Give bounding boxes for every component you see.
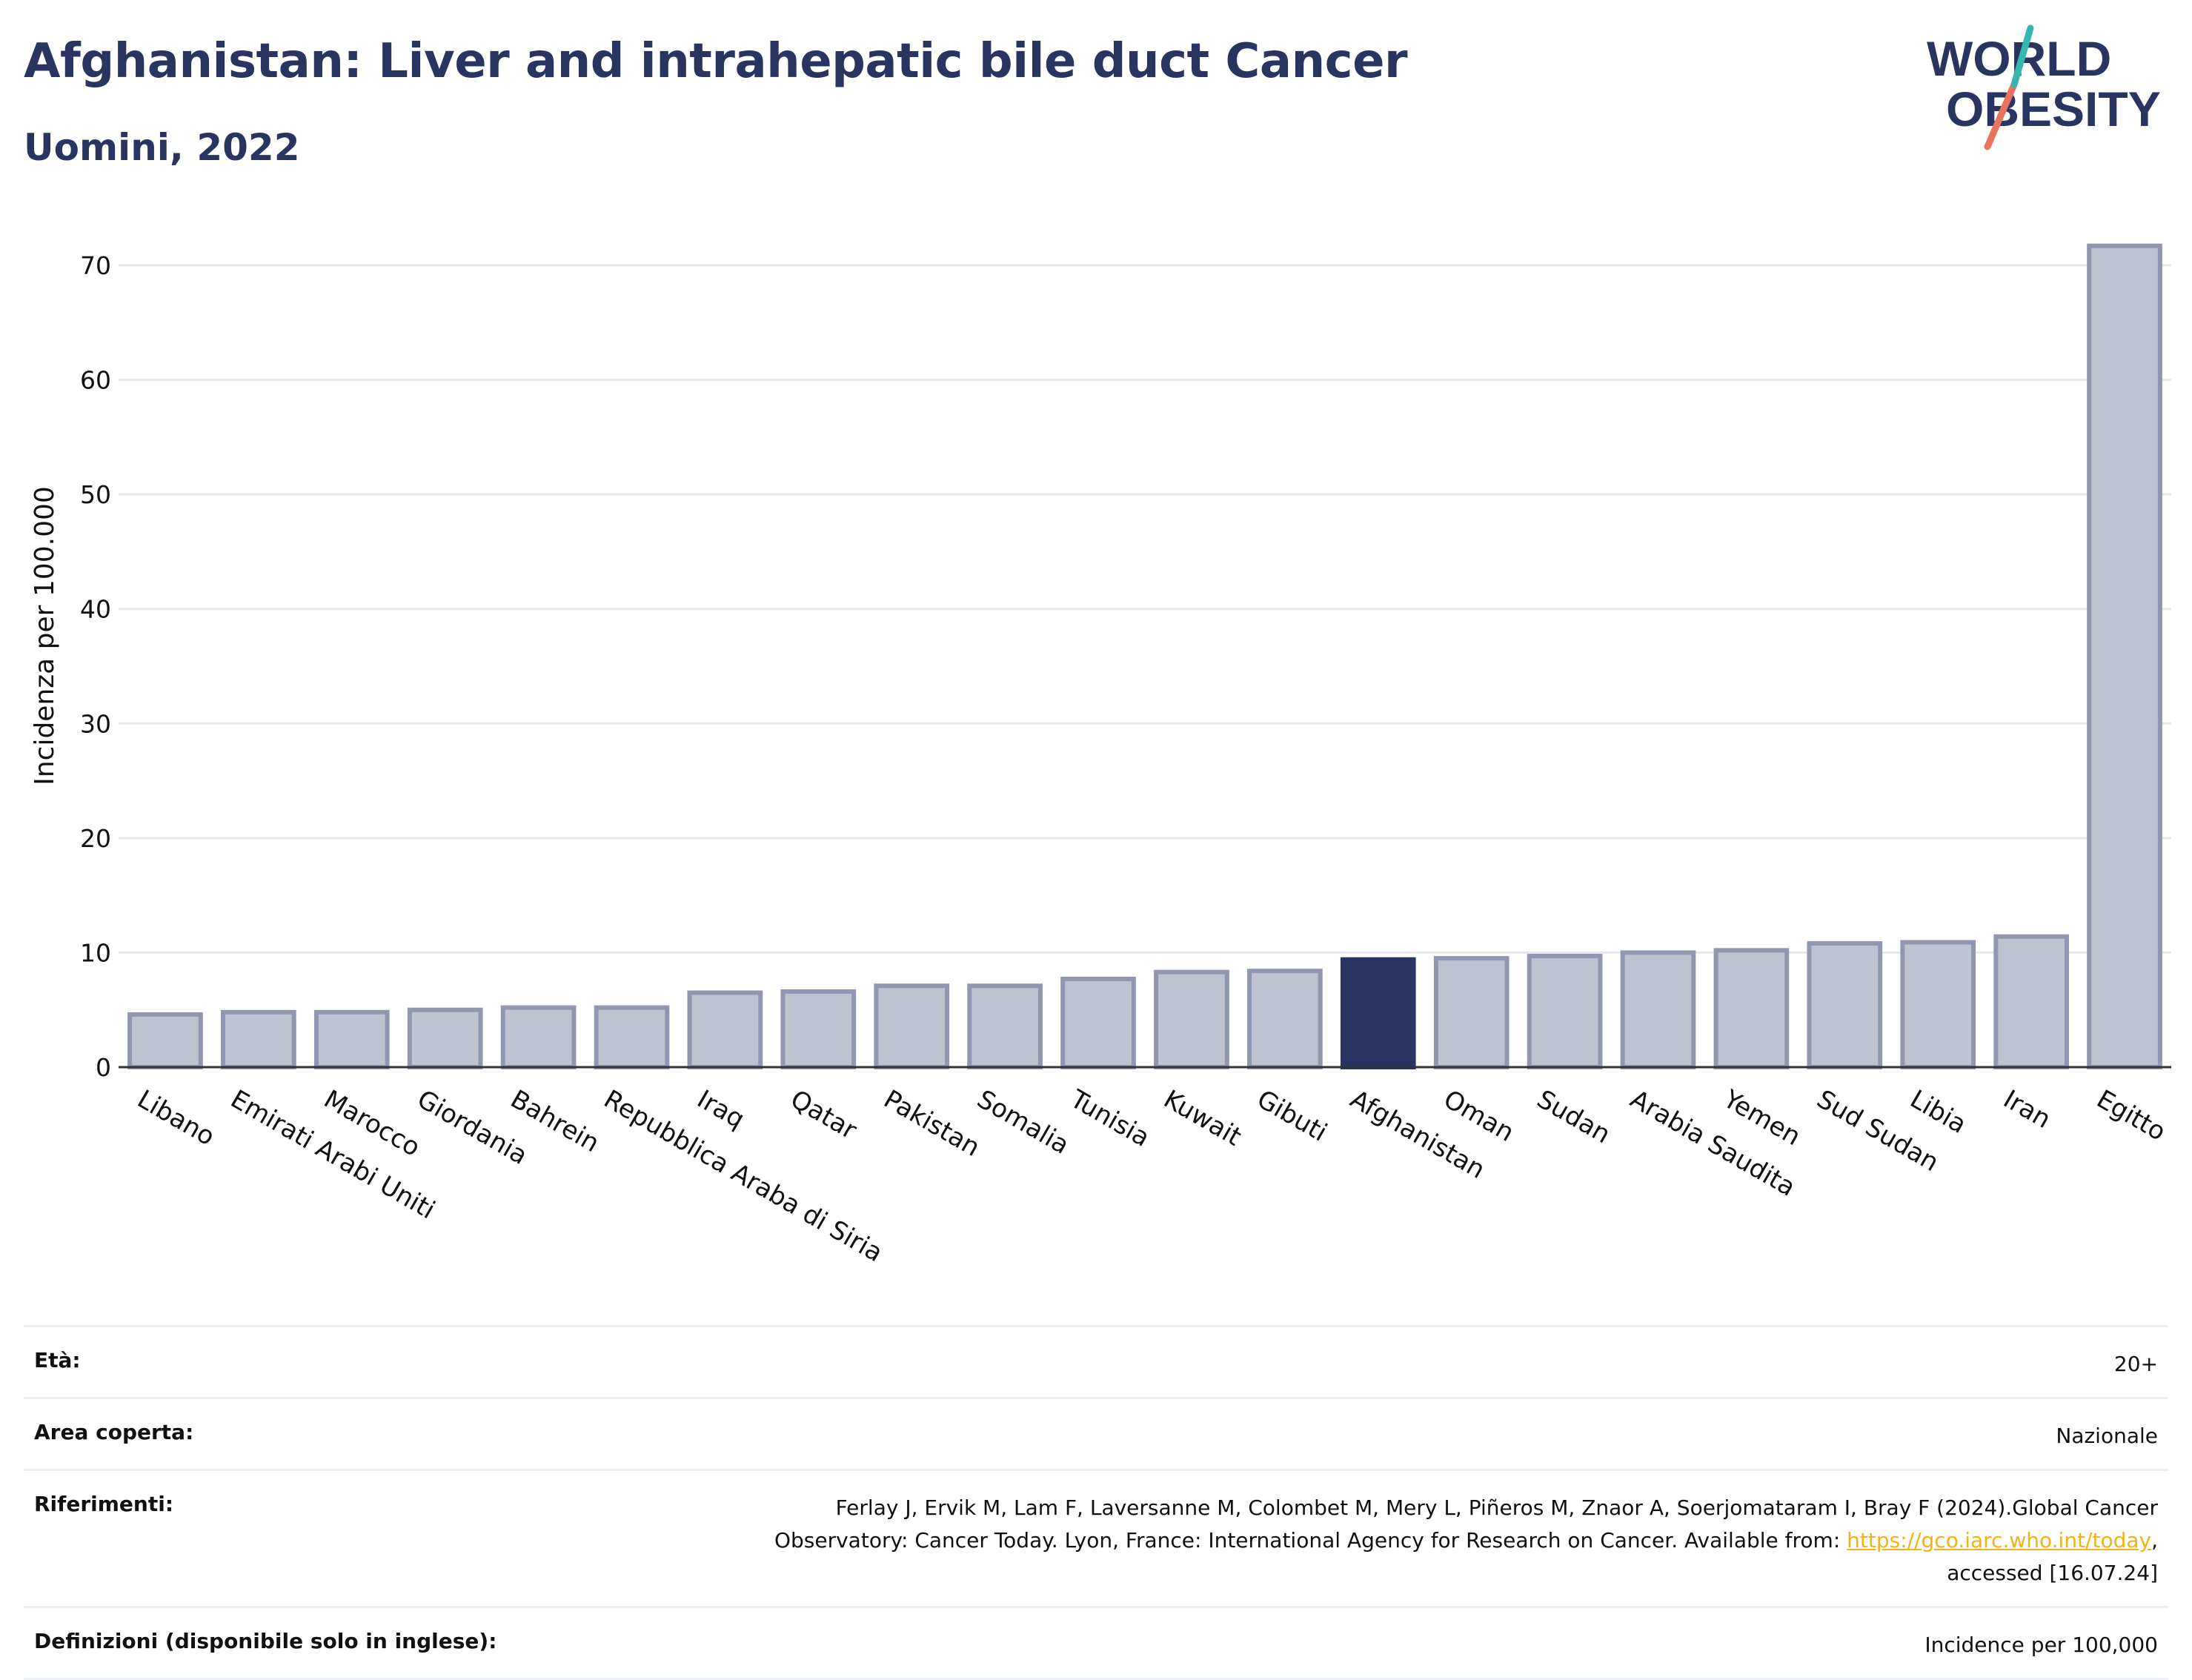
x-tick-label: Sudan — [1532, 1084, 1615, 1149]
x-tick-label: Libia — [1905, 1084, 1972, 1140]
y-tick-label: 30 — [80, 709, 111, 738]
bar-iraq[interactable] — [687, 990, 763, 1069]
bars — [127, 243, 2162, 1070]
bar-marocco[interactable] — [313, 1009, 390, 1069]
x-tick-label: Somalia — [972, 1084, 1075, 1161]
definitions-value: Incidence per 100,000 — [1924, 1633, 2158, 1657]
references-line-3: accessed [16.07.24] — [1947, 1561, 2158, 1585]
y-tick-label: 70 — [80, 251, 111, 280]
bar-egitto[interactable] — [2087, 243, 2162, 1069]
x-tick-label: Gibuti — [1252, 1084, 1332, 1147]
references-label: Riferimenti: — [34, 1492, 174, 1516]
bar-giordania[interactable] — [407, 1007, 483, 1069]
age-value: 20+ — [2113, 1352, 2158, 1376]
info-row-area: Area coperta: Nazionale — [24, 1397, 2168, 1469]
logo-slash-teal — [2010, 24, 2034, 88]
x-axis-labels: Libano Emirati Arabi UnitiMaroccoGiordani… — [132, 1084, 2171, 1269]
bar-libia[interactable] — [1900, 940, 1976, 1069]
bar-yemen[interactable] — [1713, 948, 1790, 1070]
bar-libano[interactable] — [127, 1012, 203, 1069]
x-tick-label: Libano — [132, 1084, 219, 1152]
bar-tunisia[interactable] — [1060, 976, 1136, 1069]
y-tick-label: 10 — [80, 938, 111, 967]
area-value: Nazionale — [2056, 1424, 2158, 1448]
bar-arabia-saudita[interactable] — [1620, 950, 1696, 1070]
x-tick-label: Tunisia — [1065, 1084, 1155, 1153]
references-tail: , — [2151, 1528, 2158, 1553]
area-label: Area coperta: — [34, 1420, 194, 1444]
y-tick-label: 20 — [80, 824, 111, 853]
x-tick-label: Arabia Saudita — [1625, 1084, 1800, 1203]
references-line-2: Observatory: Cancer Today. Lyon, France:… — [774, 1528, 1847, 1553]
bar-sudan[interactable] — [1527, 954, 1603, 1069]
bar-afghanistan[interactable] — [1340, 957, 1416, 1070]
x-tick-label: Kuwait — [1158, 1084, 1246, 1152]
bar-oman[interactable] — [1433, 956, 1510, 1069]
y-tick-label: 50 — [80, 480, 111, 509]
x-tick-label: Iran — [1999, 1084, 2056, 1135]
x-tick-label: Iraq — [692, 1084, 750, 1135]
references-line-1: Ferlay J, Ervik M, Lam F, Laversanne M, … — [835, 1495, 2158, 1520]
bar-gibuti[interactable] — [1247, 969, 1323, 1070]
bar-emirati-arabi-uniti[interactable] — [221, 1009, 296, 1069]
info-row-definitions: Definizioni (disponibile solo in inglese… — [24, 1606, 2168, 1680]
x-tick-label: Qatar — [786, 1084, 862, 1146]
logo-slash-red — [1984, 81, 2018, 150]
bar-bahrein[interactable] — [500, 1005, 577, 1069]
chart-subtitle: Uomini, 2022 — [24, 126, 300, 169]
world-obesity-logo: WORLD OBESITY — [1927, 24, 2161, 150]
bar-repubblica-araba-di-siria[interactable] — [594, 1005, 670, 1069]
bar-sud-sudan[interactable] — [1807, 941, 1883, 1070]
info-row-age: Età: 20+ — [24, 1325, 2168, 1397]
chart-title: Afghanistan: Liver and intrahepatic bile… — [24, 34, 1408, 89]
bar-iran[interactable] — [1993, 934, 2069, 1069]
bar-somalia[interactable] — [967, 983, 1043, 1069]
bar-kuwait[interactable] — [1154, 969, 1229, 1069]
logo-line2: OBESITY — [1946, 82, 2161, 136]
x-tick-label: Pakistan — [879, 1084, 985, 1163]
info-table: Età: 20+ Area coperta: Nazionale Riferim… — [24, 1325, 2168, 1680]
y-axis-title: Incidenza per 100.000 — [30, 486, 60, 786]
info-row-references: Riferimenti: Ferlay J, Ervik M, Lam F, L… — [24, 1469, 2168, 1606]
y-tick-label: 0 — [96, 1053, 111, 1082]
age-label: Età: — [34, 1348, 81, 1372]
x-tick-label: Egitto — [2092, 1084, 2171, 1147]
references-link[interactable]: https://gco.iarc.who.int/today — [1847, 1528, 2152, 1553]
y-axis-ticks: 0 10 20 30 40 50 60 70 — [80, 251, 111, 1082]
bar-chart: 0 10 20 30 40 50 60 70 Libano Emirati Arabi Unit… — [30, 243, 2171, 1269]
bar-qatar[interactable] — [780, 989, 857, 1070]
y-tick-label: 40 — [80, 595, 111, 624]
references-value: Ferlay J, Ervik M, Lam F, Laversanne M, … — [774, 1492, 2158, 1590]
grid-lines — [119, 264, 2171, 954]
bar-pakistan[interactable] — [874, 983, 950, 1069]
definitions-label: Definizioni (disponibile solo in inglese… — [34, 1629, 497, 1653]
y-tick-label: 60 — [80, 366, 111, 395]
